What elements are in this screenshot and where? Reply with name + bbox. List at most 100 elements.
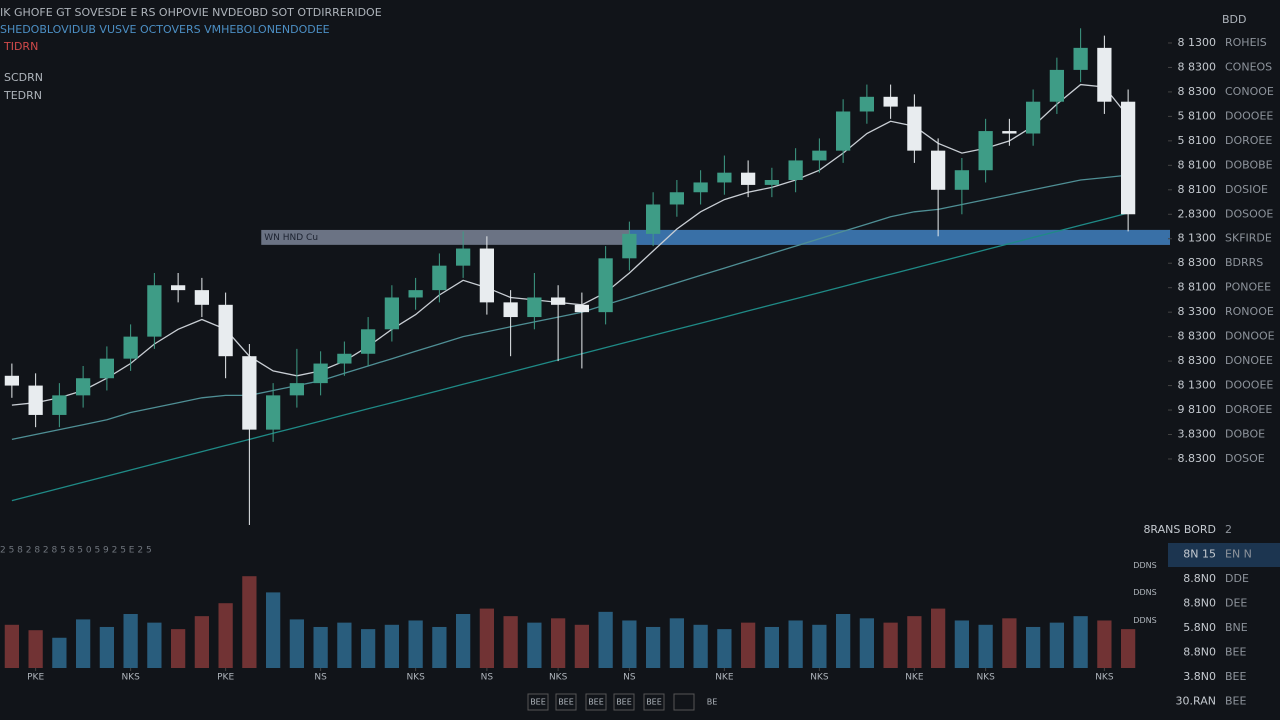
x-tick-label: NS: [481, 673, 494, 683]
volume-bar: [622, 620, 637, 668]
side-column-label: SKFIRDE: [1225, 232, 1272, 245]
volume-bar: [408, 620, 423, 668]
x-tick-label: NKS: [976, 673, 995, 683]
candle-body: [859, 96, 874, 112]
candle-body: [574, 304, 589, 313]
volume-bar: [717, 629, 732, 668]
y-tick-label: 3.8300: [1178, 428, 1217, 441]
moving-average: [11, 174, 1129, 441]
volume-bar: [551, 618, 566, 668]
side-column-label: DOROEE: [1225, 134, 1272, 147]
volume-bar: [836, 614, 851, 668]
zone-right: [630, 229, 1170, 245]
side-column-label: CONOOE: [1225, 85, 1274, 98]
candle-body: [171, 285, 186, 291]
volume-bar: [361, 629, 376, 668]
volume-bar: [931, 608, 946, 668]
x-tick-label: NS: [314, 673, 327, 683]
panel-label: 8.8N0: [1183, 597, 1216, 610]
side-column-label: DOROEE: [1225, 403, 1272, 416]
side-column-label: CONEOS: [1225, 60, 1272, 73]
candle-body: [52, 395, 67, 415]
header-subtitle: SHEDOBLOVIDUB VUSVE OCTOVERS VMHEBOLONEN…: [0, 23, 330, 36]
volume-bar: [1026, 626, 1041, 668]
candle-body: [788, 160, 803, 181]
volume-bar: [503, 616, 518, 668]
volume-bar: [313, 626, 328, 668]
volume-bar: [289, 619, 304, 668]
panel-value: 2: [1225, 523, 1232, 536]
volume-bar: [194, 616, 209, 668]
volume-bar: [4, 624, 19, 668]
side-column-label: DOOOEE: [1225, 109, 1273, 122]
volume-bar: [1073, 616, 1088, 668]
candle-body: [717, 172, 732, 183]
volume-bar: [218, 603, 233, 668]
panel-value: DEE: [1225, 597, 1247, 610]
candle-body: [384, 297, 399, 330]
volume-bar: [527, 622, 542, 668]
candle-body: [479, 248, 494, 303]
candle-body: [4, 375, 19, 386]
candle-body: [551, 297, 566, 305]
y-tick-label: 8 8100: [1178, 158, 1217, 171]
side-label: TIDRN: [3, 40, 38, 53]
y-tick-label: 8 8300: [1178, 60, 1217, 73]
candle-body: [28, 385, 43, 415]
candle-body: [1002, 131, 1017, 134]
side-column-label: ROHEIS: [1225, 36, 1267, 49]
toolbar-label: BEE: [558, 698, 574, 707]
candle-body: [1026, 101, 1041, 134]
x-tick-label: NKS: [810, 673, 829, 683]
side-column-label: DONOOE: [1225, 330, 1275, 343]
volume-bar: [266, 592, 281, 668]
y-tick-label: 8.8300: [1178, 452, 1217, 465]
volume-bar: [741, 622, 756, 668]
volume-bar: [574, 624, 589, 668]
tool-button[interactable]: [673, 693, 695, 711]
candle-body: [954, 170, 969, 190]
volume-bar: [954, 620, 969, 668]
y-tick-label: 5 8100: [1178, 109, 1217, 122]
panel-label: 8RANS BORD: [1143, 523, 1216, 536]
volume-bar: [764, 626, 779, 668]
x-tick-label: NKE: [905, 673, 924, 683]
side-label: TEDRN: [3, 89, 42, 102]
y-tick-label: 2.8300: [1178, 207, 1217, 220]
volume-bar: [456, 614, 471, 668]
y-tick-label: 8 3300: [1178, 305, 1217, 318]
side-label: SCDRN: [4, 71, 43, 84]
candle-body: [1121, 101, 1136, 215]
candle-body: [313, 363, 328, 384]
panel-value: DDE: [1225, 572, 1249, 585]
tool-button[interactable]: [585, 693, 607, 711]
candle-body: [978, 131, 993, 171]
tool-button[interactable]: [527, 693, 549, 711]
corner-label: BDD: [1222, 13, 1247, 26]
x-tick-label: PKE: [217, 673, 234, 683]
candle-body: [1049, 69, 1064, 102]
volume-bar: [1002, 618, 1017, 668]
volume-bar: [171, 629, 186, 668]
side-column-label: DOSOE: [1225, 452, 1265, 465]
candle-body: [432, 265, 447, 291]
toolbar-label: BEE: [646, 698, 662, 707]
panel-label: 3.8N0: [1183, 670, 1216, 683]
y-tick-label: 8 8300: [1178, 85, 1217, 98]
moving-average: [11, 212, 1129, 502]
volume-tick-label: DDNS: [1133, 588, 1156, 597]
candle-body: [1073, 47, 1088, 70]
zone-label: WN HND Cu: [264, 233, 318, 243]
side-column-label: RONOOE: [1225, 305, 1274, 318]
tool-button[interactable]: [555, 693, 577, 711]
tool-button[interactable]: [643, 693, 665, 711]
volume-bar: [646, 626, 661, 668]
y-tick-label: 8 8300: [1178, 256, 1217, 269]
y-tick-label: 8 8100: [1178, 183, 1217, 196]
candle-body: [456, 248, 471, 266]
tool-button[interactable]: [613, 693, 635, 711]
volume-bar: [52, 637, 67, 668]
candle-body: [907, 106, 922, 151]
